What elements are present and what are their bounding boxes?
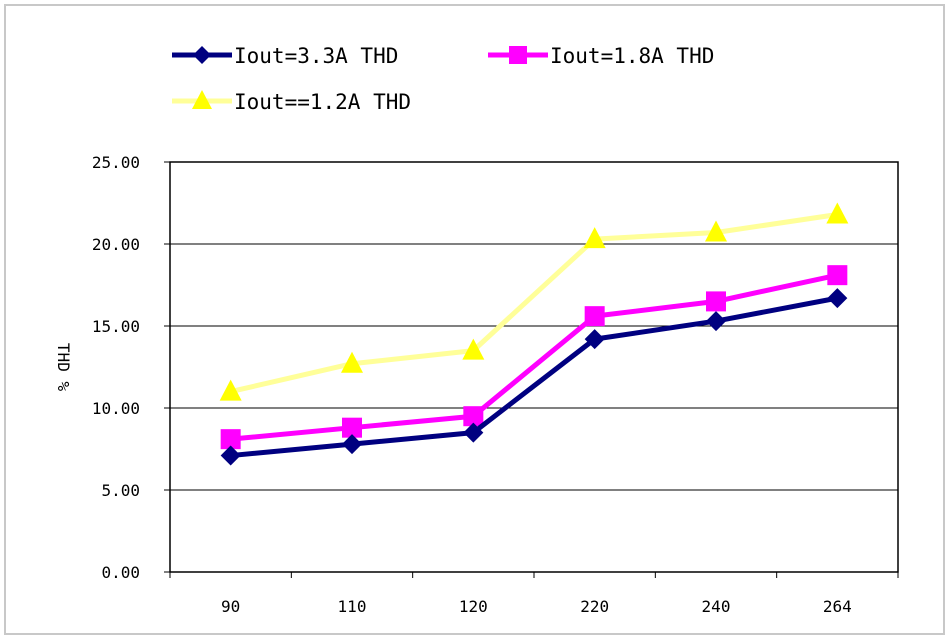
series-line	[230, 272, 838, 442]
legend-label: Iout==1.2A THD	[234, 90, 411, 114]
data-point-diamond	[463, 422, 484, 443]
series-1	[220, 288, 848, 466]
data-point-diamond	[706, 311, 726, 332]
x-tick-label: 90	[221, 597, 240, 616]
series-line	[230, 212, 838, 395]
data-point-triangle	[192, 90, 212, 109]
data-point-square	[342, 417, 362, 438]
y-tick-label: 25.00	[92, 153, 140, 172]
data-point-triangle	[219, 379, 242, 401]
x-tick-label: 120	[459, 597, 488, 616]
x-tick-label: 110	[338, 597, 367, 616]
legend-label: Iout=3.3A THD	[234, 44, 398, 68]
series-3	[219, 202, 849, 401]
data-point-triangle	[583, 227, 606, 249]
y-tick-label: 10.00	[92, 399, 140, 418]
x-tick-label: 220	[580, 597, 609, 616]
y-tick-label: 5.00	[101, 481, 140, 500]
data-point-square	[220, 429, 241, 450]
y-tick-label: 15.00	[92, 317, 140, 336]
y-axis-title: THD %	[54, 343, 73, 392]
data-point-triangle	[705, 220, 727, 242]
data-point-diamond	[584, 329, 605, 350]
series-2	[220, 265, 848, 450]
data-point-square	[827, 265, 848, 286]
legend-item: Iout=3.3A THD	[172, 44, 398, 68]
legend-item: Iout==1.2A THD	[172, 90, 411, 114]
legend-item: Iout=1.8A THD	[488, 44, 714, 68]
data-point-square	[509, 46, 527, 64]
data-point-triangle	[462, 338, 485, 360]
series-layer	[219, 202, 849, 466]
x-tick-label: 240	[702, 597, 731, 616]
chart-area-border	[4, 4, 945, 635]
data-point-square	[584, 306, 605, 327]
grid-lines	[170, 243, 898, 491]
data-point-diamond	[193, 46, 211, 64]
legend: Iout=3.3A THD Iout=1.8A THD Iout==1.2A THD	[172, 44, 714, 114]
data-point-triangle	[826, 202, 849, 224]
series-line	[230, 295, 838, 459]
x-tick-label: 264	[823, 597, 852, 616]
data-point-square	[706, 291, 726, 312]
legend-label: Iout=1.8A THD	[550, 44, 714, 68]
data-point-diamond	[342, 434, 362, 455]
data-point-square	[463, 406, 484, 427]
data-point-diamond	[220, 445, 241, 466]
y-tick-label: 0.00	[101, 563, 140, 582]
data-point-triangle	[341, 351, 363, 373]
data-point-diamond	[827, 288, 848, 309]
y-tick-label: 20.00	[92, 235, 140, 254]
axis-ticks: 0.00 5.00 10.00 15.00 20.00 25.00 90 110 120 220 2…	[92, 153, 899, 616]
